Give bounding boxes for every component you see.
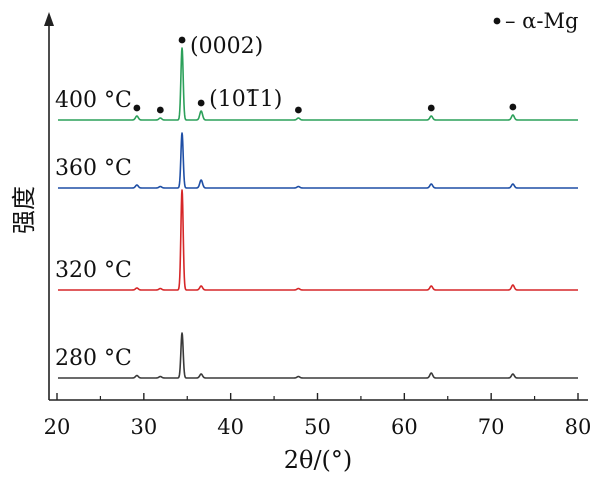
y-axis-label: 强度 (11, 186, 38, 234)
x-tick-label: 60 (391, 415, 418, 439)
peak-label-10-11: (1011) (209, 87, 282, 112)
x-tick-label: 40 (217, 415, 244, 439)
series-line-2 (57, 189, 579, 291)
x-tick-label: 80 (565, 415, 592, 439)
labels: 20 30 40 50 60 70 80 2θ/(°) 强度 400 °C 360 °C 320 °C… (11, 9, 591, 474)
axes (44, 12, 588, 401)
alpha-mg-peak-marker (133, 104, 141, 112)
x-tick-label: 70 (478, 415, 505, 439)
alpha-mg-peak-marker (197, 99, 205, 107)
x-tick-label: 50 (304, 415, 331, 439)
alpha-mg-peak-marker (294, 106, 302, 114)
series-label-1: 280 °C (55, 346, 132, 371)
alpha-mg-peak-marker (509, 103, 517, 111)
x-tick-label: 30 (130, 415, 157, 439)
y-axis-arrow (44, 12, 54, 26)
series-line-3 (57, 132, 579, 189)
peak-label-0002: (0002) (190, 34, 263, 59)
series-label-3: 360 °C (55, 156, 132, 181)
alpha-mg-peak-marker (156, 106, 164, 114)
alpha-mg-peak-marker (427, 104, 435, 112)
legend-text: – α-Mg (505, 9, 578, 33)
legend-marker (493, 17, 501, 25)
series-line-1 (57, 332, 579, 379)
x-axis-label: 2θ/(°) (284, 446, 353, 474)
series-label-2: 320 °C (55, 258, 132, 283)
series-label-4: 400 °C (55, 88, 132, 113)
x-tick-label: 20 (44, 415, 71, 439)
series-line-4 (57, 47, 579, 121)
alpha-mg-peak-marker (178, 36, 186, 44)
plot-area (57, 36, 579, 379)
